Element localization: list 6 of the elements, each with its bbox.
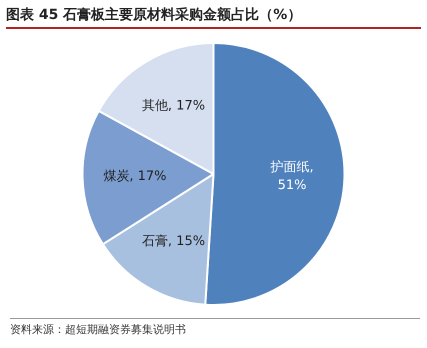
slice-label: 石膏, 15%: [142, 234, 206, 250]
text: 资料来源：超短期融资券募集说明书: [10, 318, 420, 337]
chart-title: 图表 45 石膏板主要原材料采购金额占比（%）: [6, 6, 421, 29]
slice-label: 其他, 17%: [142, 98, 206, 114]
slice-label: 煤炭, 17%: [103, 168, 167, 184]
slice-label: 护面纸, 51%: [269, 160, 314, 193]
